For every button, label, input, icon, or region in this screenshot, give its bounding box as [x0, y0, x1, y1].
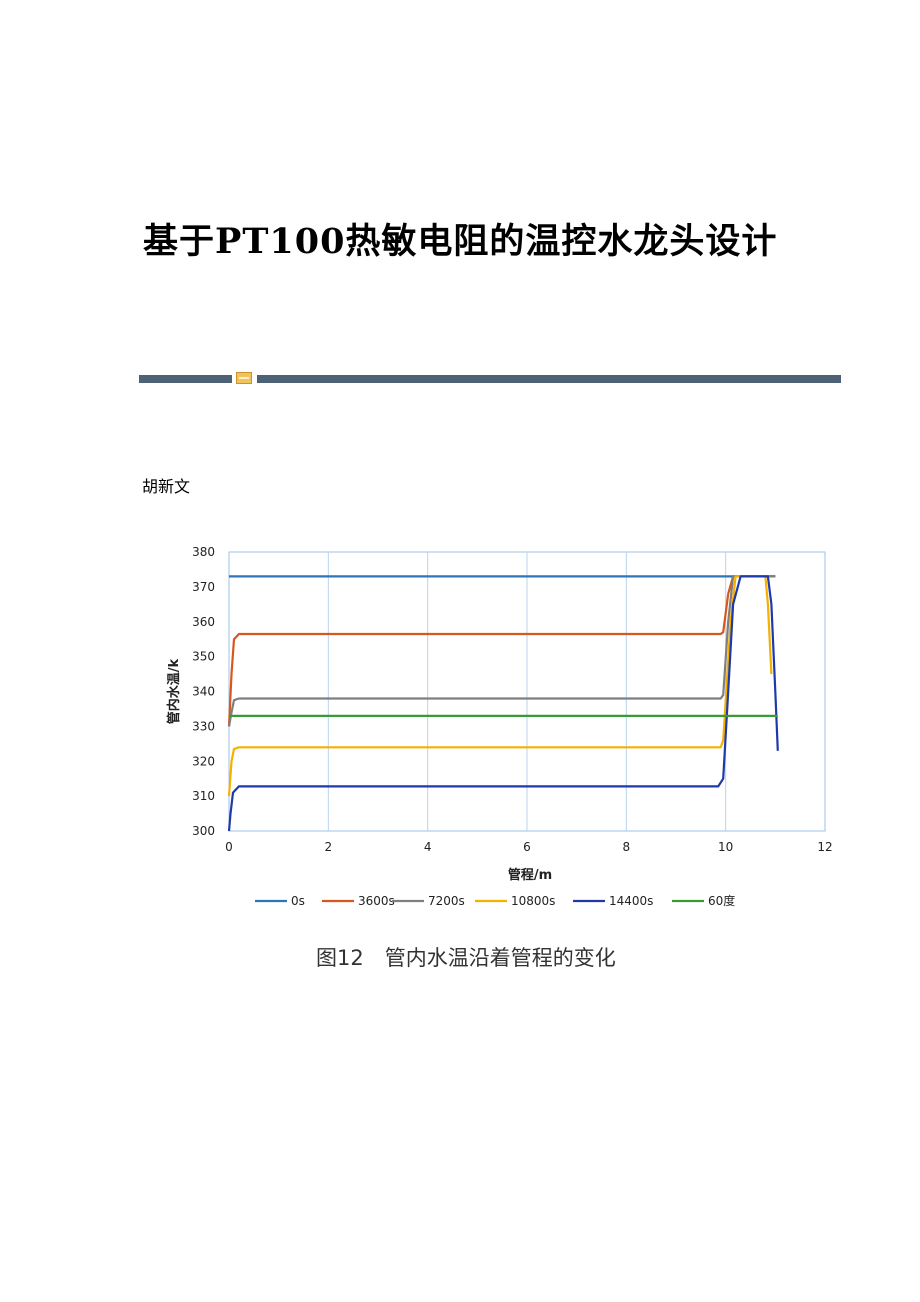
- legend-label-3: 10800s: [511, 894, 555, 908]
- x-axis-label: 管程/m: [508, 867, 552, 883]
- y-tick-label: 370: [192, 580, 215, 594]
- legend-label-1: 3600s: [358, 894, 395, 908]
- legend-label-2: 7200s: [428, 894, 465, 908]
- x-tick-label: 2: [325, 840, 333, 854]
- y-tick-label: 310: [192, 789, 215, 803]
- x-tick-label: 12: [817, 840, 832, 854]
- y-tick-label: 360: [192, 615, 215, 629]
- title-divider: [139, 372, 841, 384]
- x-tick-label: 8: [623, 840, 631, 854]
- x-tick-label: 10: [718, 840, 733, 854]
- divider-bar-right: [257, 375, 841, 383]
- x-tick-label: 0: [225, 840, 233, 854]
- y-axis-label: 管内水温/k: [166, 658, 182, 724]
- temperature-chart: 0 2 4 6 8 10 12 300 310 320 330 340 350 360 370 380 管程/m…: [166, 545, 833, 908]
- x-tick-label: 6: [523, 840, 531, 854]
- x-tick-label: 4: [424, 840, 432, 854]
- series-line-2: [227, 575, 776, 727]
- author-name: 胡新文: [142, 477, 191, 496]
- legend-label-5: 60度: [708, 893, 735, 908]
- y-tick-label: 380: [192, 545, 215, 559]
- y-tick-label: 340: [192, 685, 215, 699]
- series-line-4: [227, 575, 779, 832]
- y-tick-label: 330: [192, 719, 215, 733]
- legend-label-0: 0s: [291, 894, 305, 908]
- paper-title: 基于PT100热敏电阻的温控水龙头设计: [143, 221, 778, 262]
- series-line-3: [227, 575, 773, 797]
- y-tick-label: 320: [192, 754, 215, 768]
- divider-bar-left: [139, 375, 232, 383]
- figure-caption: 图12 管内水温沿着管程的变化: [316, 946, 616, 970]
- y-tick-label: 350: [192, 650, 215, 664]
- legend-label-4: 14400s: [609, 894, 653, 908]
- y-tick-label: 300: [192, 824, 215, 838]
- divider-badge-icon: [236, 372, 252, 384]
